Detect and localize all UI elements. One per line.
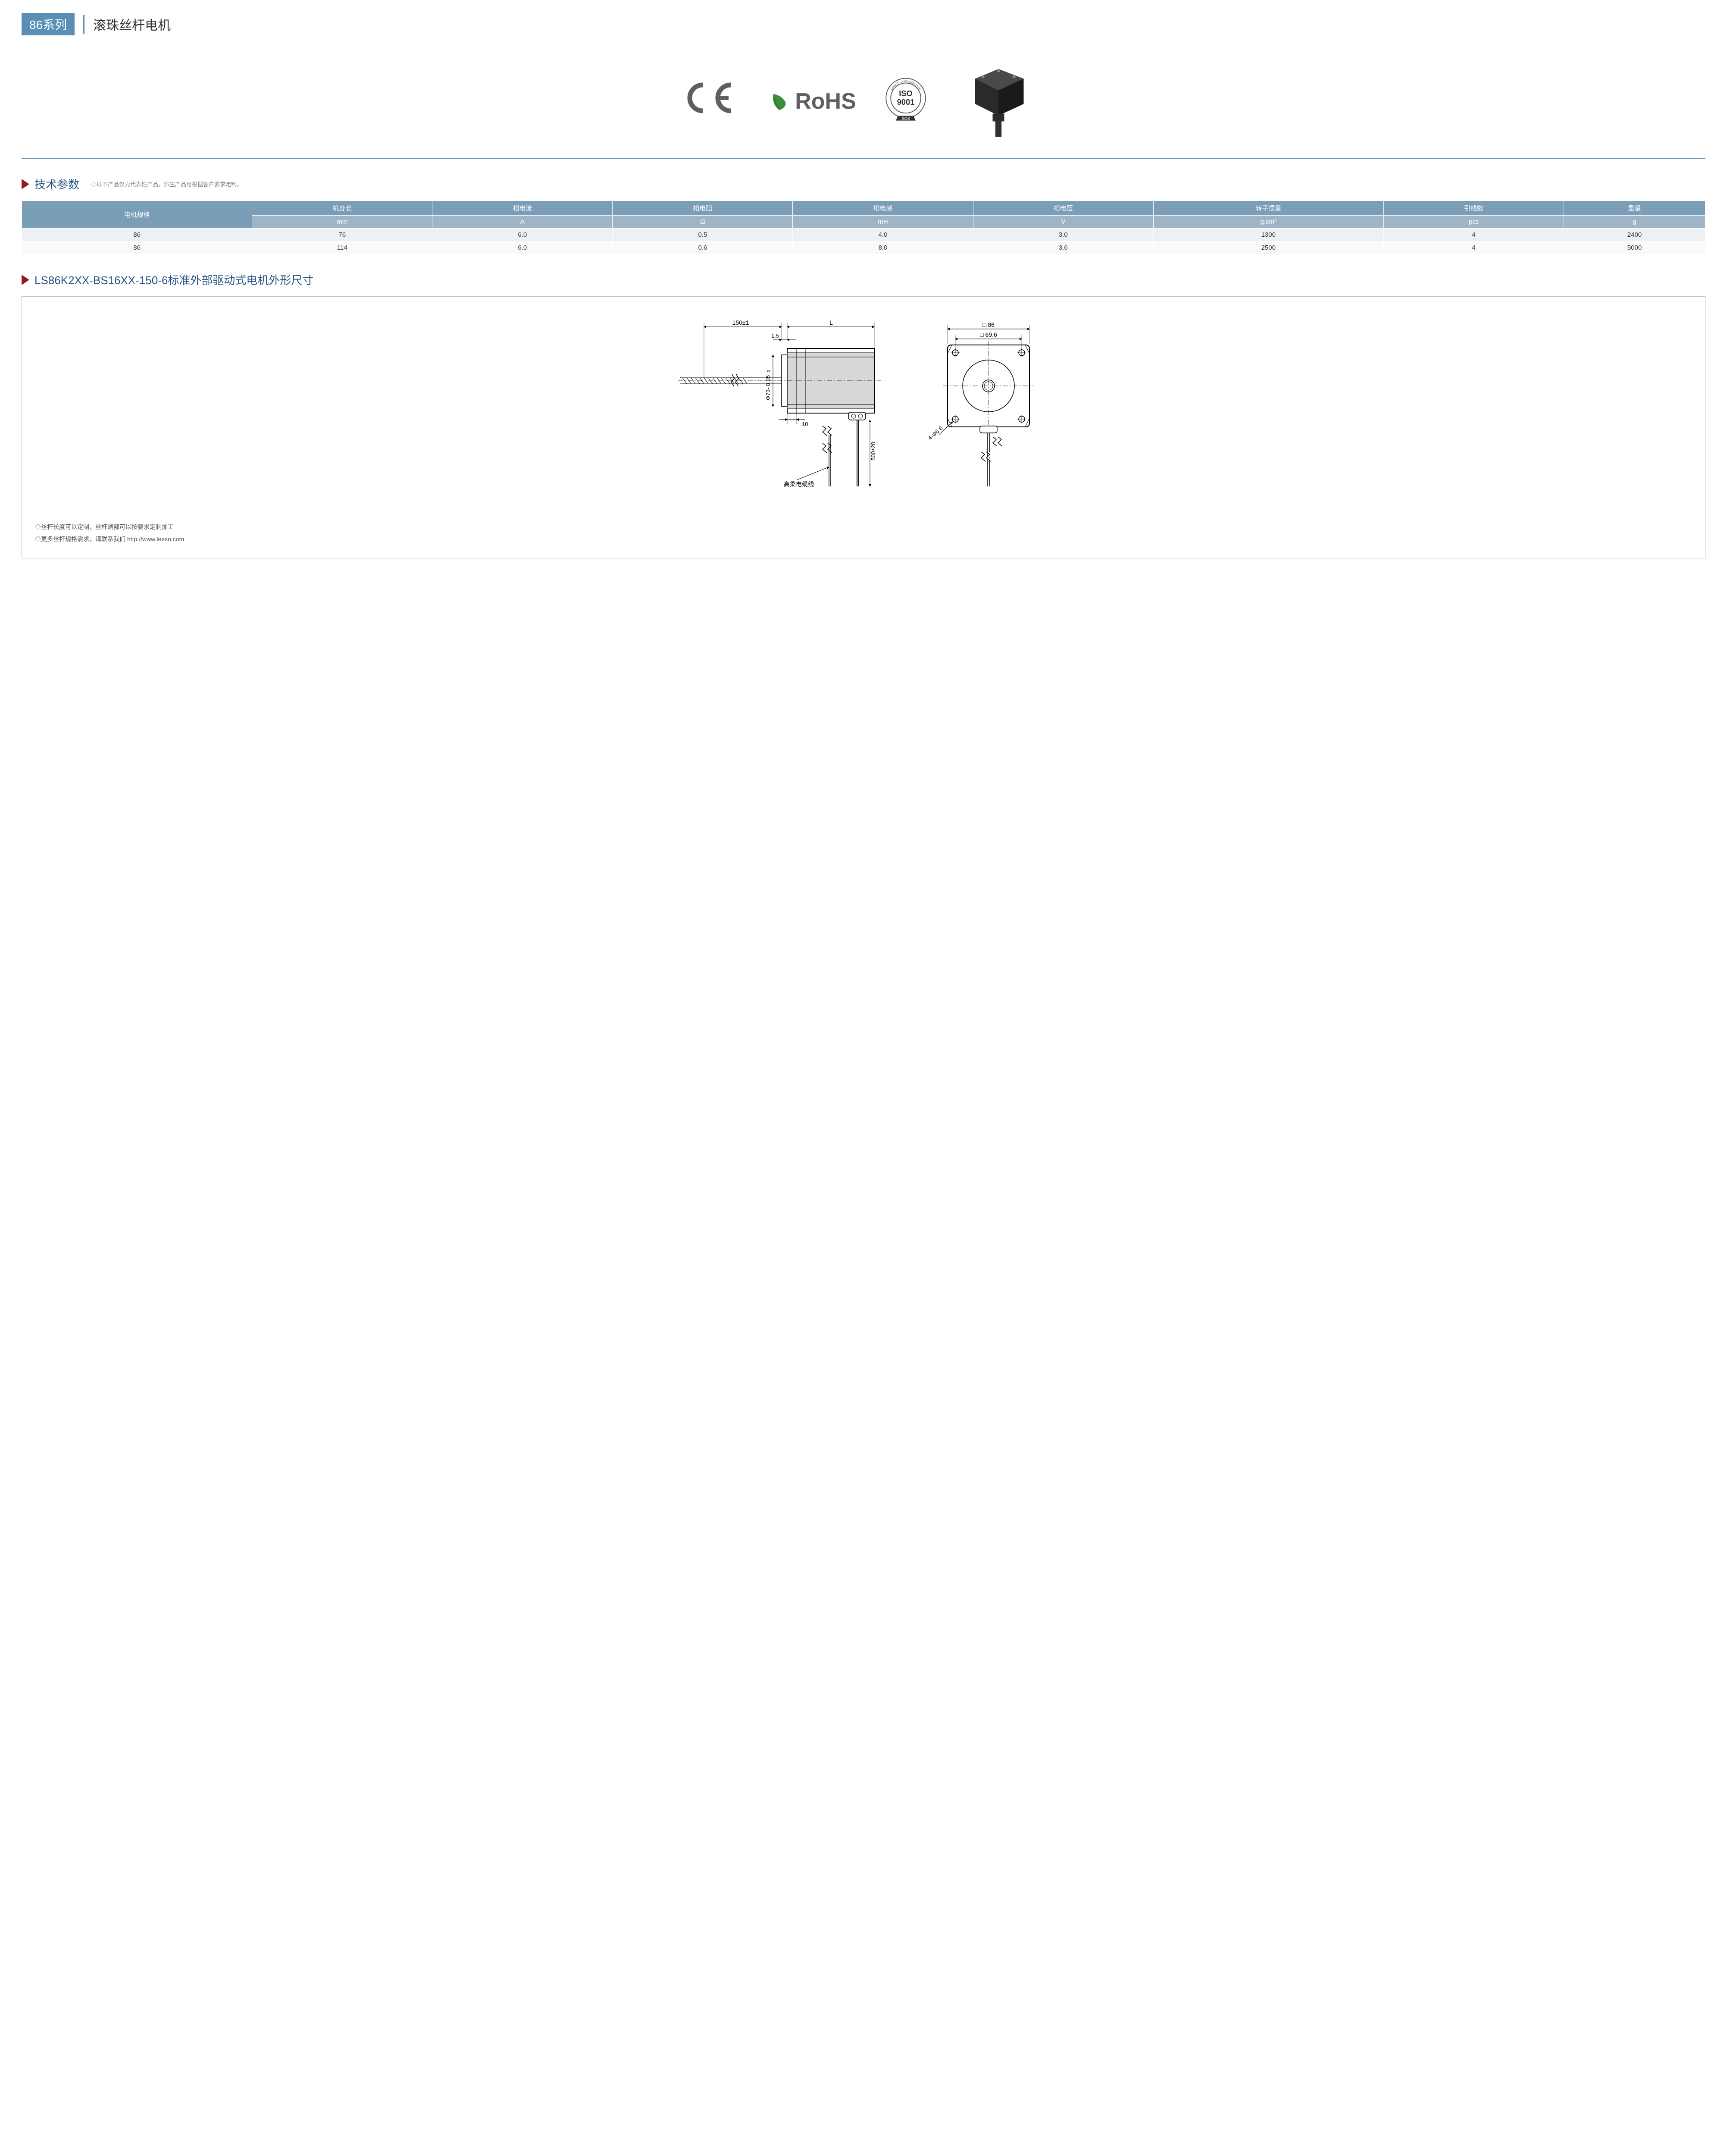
th-inertia: 转子惯量 — [1153, 201, 1383, 216]
side-view-drawing: 150±1 L 1.5 — [676, 314, 900, 495]
svg-text:9001: 9001 — [897, 97, 914, 107]
unit-g: g — [1564, 216, 1705, 229]
ce-logo — [685, 81, 741, 122]
motor-image — [955, 61, 1042, 141]
triangle-icon — [22, 275, 29, 285]
front-view-drawing: □ 86 □ 69.6 — [926, 314, 1051, 495]
table-header-row-2: mm A Ω mH V g.cm² pcs g — [22, 216, 1705, 229]
divider — [22, 158, 1705, 159]
table-row: 86 76 6.0 0.5 4.0 3.0 1300 4 2400 — [22, 229, 1705, 241]
unit-mm: mm — [252, 216, 432, 229]
cell: 6.0 — [432, 241, 613, 254]
svg-text:L: L — [829, 319, 833, 326]
cell: 2500 — [1153, 241, 1383, 254]
cell: 5000 — [1564, 241, 1705, 254]
svg-text:□ 86: □ 86 — [982, 321, 995, 328]
th-leads: 引线数 — [1383, 201, 1564, 216]
svg-text:150±1: 150±1 — [732, 319, 749, 326]
th-length: 机身长 — [252, 201, 432, 216]
certification-logos: RoHS ISO 9001 QUALITY ASSURED FIRM SGS — [22, 61, 1705, 141]
note-line: ◇丝杆长度可以定制，丝杆端部可以按要求定制加工 — [35, 521, 1692, 533]
series-badge: 86系列 — [22, 13, 75, 35]
cell: 8.0 — [793, 241, 973, 254]
unit-v: V — [973, 216, 1153, 229]
svg-text:4-Φ6.6: 4-Φ6.6 — [927, 425, 944, 441]
svg-text:Φ73- 0.05: Φ73- 0.05 — [765, 375, 771, 400]
cell: 86 — [22, 241, 252, 254]
cell: 0.5 — [613, 229, 793, 241]
params-title: 技术参数 — [34, 176, 79, 192]
unit-mh: mH — [793, 216, 973, 229]
cell: 114 — [252, 241, 432, 254]
th-weight: 重量 — [1564, 201, 1705, 216]
table-header-row-1: 电机规格 机身长 相电流 相电阻 相电感 相电压 转子惯量 引线数 重量 — [22, 201, 1705, 216]
th-inductance: 相电感 — [793, 201, 973, 216]
cell: 86 — [22, 229, 252, 241]
params-note: ◇以下产品仅为代表性产品，派生产品可根据客户要求定制。 — [91, 180, 242, 188]
unit-pcs: pcs — [1383, 216, 1564, 229]
spec-table: 电机规格 机身长 相电流 相电阻 相电感 相电压 转子惯量 引线数 重量 mm … — [22, 201, 1705, 254]
unit-ohm: Ω — [613, 216, 793, 229]
svg-text:高柔电缆线: 高柔电缆线 — [784, 481, 814, 488]
cell: 4 — [1383, 241, 1564, 254]
svg-text:0: 0 — [767, 370, 771, 372]
cell: 6.0 — [432, 229, 613, 241]
cell: 3.0 — [973, 229, 1153, 241]
cell: 0.6 — [613, 241, 793, 254]
cell: 4 — [1383, 229, 1564, 241]
cell: 3.6 — [973, 241, 1153, 254]
rohs-text: RoHS — [795, 88, 856, 114]
product-title: 滚珠丝杆电机 — [83, 15, 171, 34]
cell: 2400 — [1564, 229, 1705, 241]
iso-badge: ISO 9001 QUALITY ASSURED FIRM SGS — [882, 76, 929, 126]
cell: 4.0 — [793, 229, 973, 241]
svg-text:10: 10 — [802, 421, 808, 427]
note-line: ◇更多丝杆规格需求，请联系我们 http://www.leesn.com — [35, 533, 1692, 545]
svg-text:500±20: 500±20 — [870, 442, 876, 461]
svg-text:SGS: SGS — [901, 116, 910, 121]
unit-a: A — [432, 216, 613, 229]
rohs-logo: RoHS — [767, 88, 856, 114]
drawing-title: LS86K2XX-BS16XX-150-6标准外部驱动式电机外形尺寸 — [34, 272, 313, 288]
svg-text:1.5: 1.5 — [771, 332, 779, 339]
unit-gcm2: g.cm² — [1153, 216, 1383, 229]
triangle-icon — [22, 179, 29, 189]
th-spec: 电机规格 — [22, 201, 252, 229]
svg-text:ISO: ISO — [899, 89, 913, 98]
website-link[interactable]: http://www.leesn.com — [127, 536, 184, 542]
drawing-box: 150±1 L 1.5 — [22, 296, 1705, 558]
table-row: 86 114 6.0 0.6 8.0 3.6 2500 4 5000 — [22, 241, 1705, 254]
th-current: 相电流 — [432, 201, 613, 216]
th-resistance: 相电阻 — [613, 201, 793, 216]
cell: 76 — [252, 229, 432, 241]
leaf-icon — [767, 88, 792, 114]
section-drawing-header: LS86K2XX-BS16XX-150-6标准外部驱动式电机外形尺寸 — [22, 272, 1705, 288]
th-voltage: 相电压 — [973, 201, 1153, 216]
drawing-notes: ◇丝杆长度可以定制，丝杆端部可以按要求定制加工 ◇更多丝杆规格需求，请联系我们 … — [35, 521, 1692, 545]
cell: 1300 — [1153, 229, 1383, 241]
section-params-header: 技术参数 ◇以下产品仅为代表性产品，派生产品可根据客户要求定制。 — [22, 176, 1705, 192]
svg-text:□ 69.6: □ 69.6 — [980, 331, 997, 338]
page-header: 86系列 滚珠丝杆电机 — [22, 13, 1705, 35]
